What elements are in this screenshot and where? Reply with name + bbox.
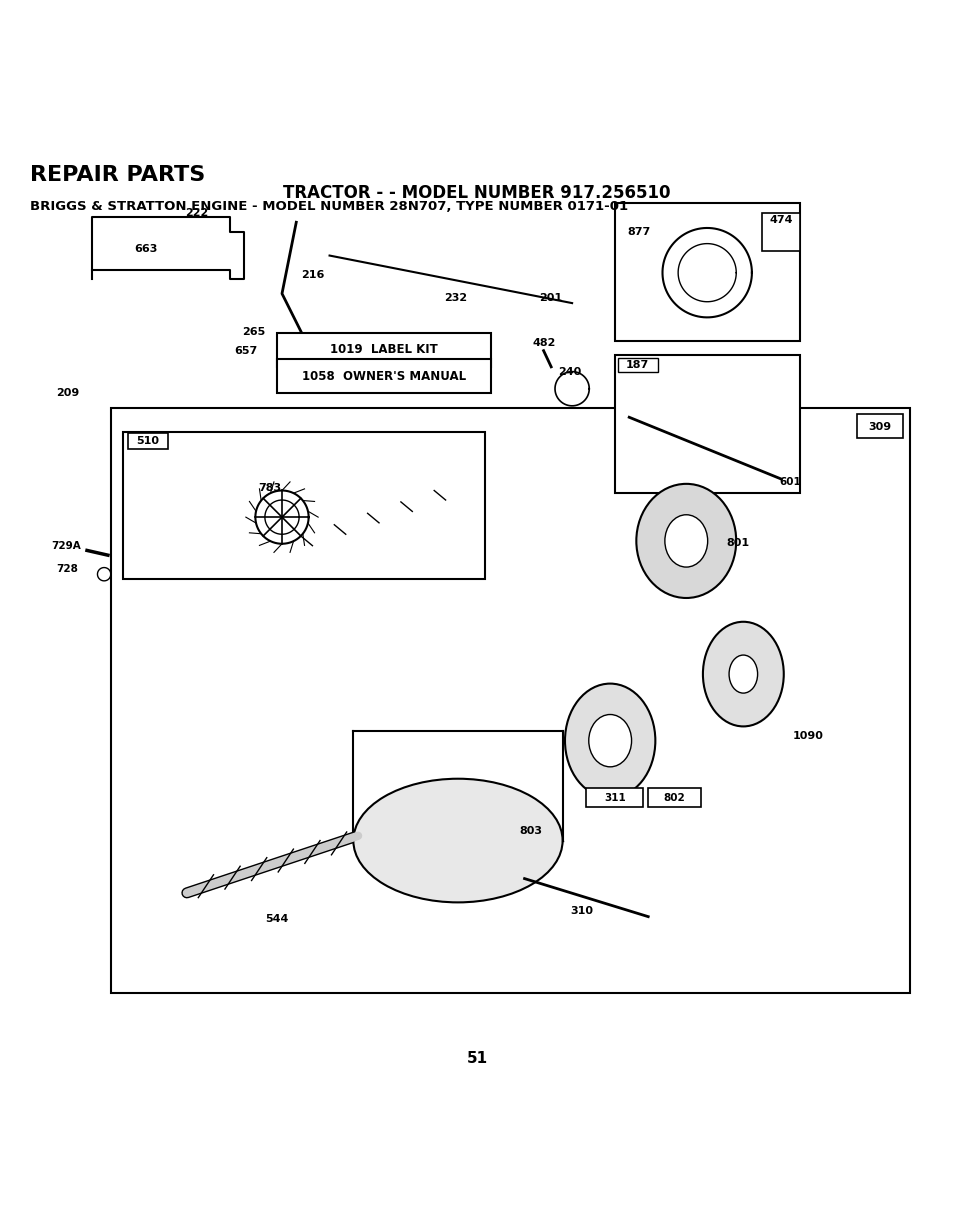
FancyBboxPatch shape (277, 333, 491, 367)
Text: 222: 222 (185, 209, 208, 219)
Text: 240: 240 (558, 367, 580, 377)
Bar (128, 434, 168, 448)
FancyBboxPatch shape (277, 360, 491, 394)
Bar (618, 358, 657, 372)
Text: 728: 728 (56, 565, 78, 575)
Text: 1058  OWNER'S MANUAL: 1058 OWNER'S MANUAL (301, 369, 465, 383)
Text: 51: 51 (466, 1051, 487, 1066)
Text: 265: 265 (242, 327, 265, 337)
Bar (586, 789, 642, 807)
Ellipse shape (588, 714, 631, 767)
Text: 216: 216 (301, 270, 324, 279)
Text: 663: 663 (134, 244, 158, 254)
Ellipse shape (636, 484, 736, 598)
Text: BRIGGS & STRATTON ENGINE - MODEL NUMBER 28N707, TYPE NUMBER 0171-01: BRIGGS & STRATTON ENGINE - MODEL NUMBER … (30, 200, 627, 214)
Bar (615, 203, 800, 341)
Text: 729A: 729A (51, 541, 80, 550)
Bar (857, 414, 902, 439)
Text: 232: 232 (444, 293, 467, 303)
Text: 309: 309 (868, 422, 891, 431)
Text: 657: 657 (234, 346, 257, 356)
Text: 783: 783 (258, 484, 281, 493)
Text: 187: 187 (625, 360, 649, 369)
Bar (123, 431, 484, 580)
Ellipse shape (564, 684, 655, 798)
Bar (647, 789, 700, 807)
Text: 201: 201 (538, 293, 561, 304)
Bar (615, 356, 800, 493)
Text: 310: 310 (570, 906, 593, 916)
Text: 601: 601 (779, 477, 801, 487)
Text: 209: 209 (56, 388, 80, 397)
Ellipse shape (728, 655, 757, 693)
Text: 510: 510 (136, 436, 159, 446)
Text: 801: 801 (725, 538, 748, 548)
Text: 311: 311 (603, 792, 625, 803)
Text: 474: 474 (769, 215, 792, 225)
Text: 877: 877 (627, 227, 650, 237)
Text: 482: 482 (532, 338, 555, 347)
Text: 803: 803 (519, 826, 542, 836)
Ellipse shape (664, 515, 707, 567)
Text: 802: 802 (662, 792, 684, 803)
Text: TRACTOR - - MODEL NUMBER 917.256510: TRACTOR - - MODEL NUMBER 917.256510 (283, 185, 670, 202)
Ellipse shape (702, 622, 783, 727)
Text: 1090: 1090 (792, 731, 822, 741)
Bar (761, 213, 800, 250)
Text: 544: 544 (265, 914, 289, 923)
Bar (111, 408, 909, 993)
Text: REPAIR PARTS: REPAIR PARTS (30, 165, 205, 185)
Ellipse shape (353, 779, 562, 903)
Text: 1019  LABEL KIT: 1019 LABEL KIT (330, 343, 437, 356)
